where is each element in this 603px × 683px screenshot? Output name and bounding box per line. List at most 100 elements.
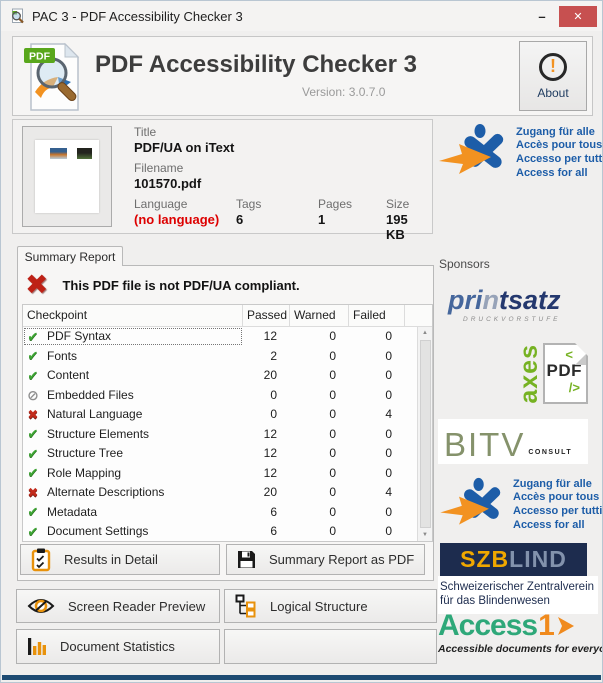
checkpoint-name-cell[interactable]: ⊘ Embedded Files <box>23 385 243 405</box>
screen-reader-preview-button[interactable]: Screen Reader Preview <box>16 589 220 623</box>
passed-count: 0 <box>270 387 277 402</box>
about-button[interactable]: ! About <box>519 41 587 111</box>
passed-count: 6 <box>270 504 277 519</box>
scroll-down-icon[interactable]: ▼ <box>422 532 428 538</box>
tags-label: Tags <box>236 197 262 211</box>
table-scrollbar[interactable]: ▲ ▼ <box>417 326 432 541</box>
passed-count: 6 <box>270 524 277 539</box>
thumbnail-image-2 <box>77 148 92 159</box>
zugang-fuer-alle-logo-bottom[interactable]: Zugang für alle Accès pour tous Accesso … <box>438 477 602 533</box>
results-in-detail-label: Results in Detail <box>64 552 158 567</box>
checkpoint-name: Natural Language <box>47 407 143 422</box>
check-icon: ✔ <box>27 445 39 461</box>
table-row[interactable]: ✔ PDF Syntax 12 0 0 <box>23 327 417 347</box>
checkpoint-name-cell[interactable]: ✔ Metadata <box>23 502 243 522</box>
checkpoint-name-cell[interactable]: ✔ Document Settings <box>23 522 243 542</box>
results-in-detail-button[interactable]: Results in Detail <box>20 544 220 575</box>
table-row[interactable]: ✔ Structure Tree 12 0 0 <box>23 444 417 464</box>
document-thumbnail <box>22 126 112 227</box>
zugang-text: Zugang für alle Accès pour tous Accesso … <box>513 477 603 531</box>
bar-chart-icon <box>28 638 46 655</box>
window-bottom-border <box>2 675 601 680</box>
save-icon <box>238 551 255 568</box>
table-row[interactable]: ✔ Fonts 2 0 0 <box>23 346 417 366</box>
checkpoint-name: Structure Tree <box>47 446 124 461</box>
language-value: (no language) <box>134 212 220 227</box>
column-header-checkpoint[interactable]: Checkpoint <box>23 305 243 326</box>
checkpoint-name-cell[interactable]: ✔ Structure Elements <box>23 424 243 444</box>
checkpoint-name-cell[interactable]: ✔ Content <box>23 366 243 386</box>
column-header-warned[interactable]: Warned <box>290 305 349 326</box>
passed-count: 12 <box>263 426 277 441</box>
checkpoint-name: Content <box>47 368 90 383</box>
document-statistics-label: Document Statistics <box>60 639 175 654</box>
sponsors-label: Sponsors <box>439 257 490 271</box>
warned-count: 0 <box>329 446 336 461</box>
failed-count: 0 <box>385 446 392 461</box>
szblind-caption: Schweizerischer Zentralverein für das Bl… <box>438 576 598 614</box>
szblind-logo[interactable]: SZB LIND <box>440 543 587 576</box>
header-panel: PDF PDF Accessibility Checker 3 Version:… <box>12 36 593 116</box>
pages-label: Pages <box>318 197 353 211</box>
warned-count: 0 <box>329 329 336 344</box>
checkpoint-name-cell[interactable]: ✔ Fonts <box>23 346 243 366</box>
not-compliant-cross-icon: ✖ <box>25 269 49 300</box>
language-label: Language <box>134 197 188 211</box>
failed-count: 0 <box>385 387 392 402</box>
empty-button[interactable] <box>224 629 437 664</box>
checkpoint-name-cell[interactable]: ✖ Natural Language <box>23 405 243 425</box>
table-row[interactable]: ✔ Structure Elements 12 0 0 <box>23 424 417 444</box>
table-row[interactable]: ✔ Content 20 0 0 <box>23 366 417 386</box>
printsatz-logo[interactable]: printsatz DRUCKVORSTUFE <box>448 285 561 323</box>
failed-count: 0 <box>385 329 392 344</box>
zugang-figure-icon <box>439 124 504 174</box>
access1-tagline: Accessible documents for everyone <box>438 643 603 655</box>
titlebar: PAC 3 - PDF Accessibility Checker 3 – ✕ <box>1 1 602 31</box>
logical-structure-button[interactable]: Logical Structure <box>224 589 437 623</box>
cross-icon: ✖ <box>27 484 39 500</box>
bitv-consult-logo[interactable]: BITV CONSULT <box>438 419 588 464</box>
table-row[interactable]: ✔ Document Settings 6 0 0 <box>23 522 417 542</box>
tab-summary-report[interactable]: Summary Report <box>17 246 123 266</box>
checkpoint-name: Role Mapping <box>47 465 122 480</box>
table-row[interactable]: ✖ Natural Language 0 0 4 <box>23 405 417 425</box>
checkpoint-name: Fonts <box>47 348 78 363</box>
access1-logo[interactable]: Access 1 Accessible documents for everyo… <box>438 611 603 656</box>
warned-count: 0 <box>329 524 336 539</box>
clipboard-icon <box>31 548 51 571</box>
table-row[interactable]: ⊘ Embedded Files 0 0 0 <box>23 385 417 405</box>
check-icon: ✔ <box>27 328 39 344</box>
checkpoint-name-cell[interactable]: ✔ Structure Tree <box>23 444 243 464</box>
table-row[interactable]: ✔ Role Mapping 12 0 0 <box>23 463 417 483</box>
checkpoint-table: Checkpoint Passed Warned Failed ✔ PDF Sy… <box>22 304 433 542</box>
checkpoint-name: Alternate Descriptions <box>47 485 165 500</box>
checkpoint-name: PDF Syntax <box>47 329 112 344</box>
failed-count: 0 <box>385 465 392 480</box>
scroll-up-icon[interactable]: ▲ <box>422 329 428 336</box>
column-header-failed[interactable]: Failed <box>349 305 405 326</box>
checkpoint-name-cell[interactable]: ✔ Role Mapping <box>23 463 243 483</box>
column-header-passed[interactable]: Passed <box>243 305 290 326</box>
failed-count: 0 <box>385 368 392 383</box>
passed-count: 12 <box>263 329 277 344</box>
checkpoint-name-cell[interactable]: ✔ PDF Syntax <box>23 327 243 347</box>
document-statistics-button[interactable]: Document Statistics <box>16 629 220 664</box>
axes-pdf-logo[interactable]: axes < PDF /> <box>515 343 588 404</box>
cross-icon: ✖ <box>27 406 39 422</box>
checkpoint-name: Metadata <box>47 504 98 519</box>
svg-text:PDF: PDF <box>29 51 51 63</box>
scrollbar-thumb[interactable] <box>419 339 431 528</box>
table-row[interactable]: ✖ Alternate Descriptions 20 0 4 <box>23 483 417 503</box>
size-value: 195 KB <box>386 212 408 242</box>
checkpoint-name-cell[interactable]: ✖ Alternate Descriptions <box>23 483 243 503</box>
close-button[interactable]: ✕ <box>559 5 597 27</box>
table-row[interactable]: ✔ Metadata 6 0 0 <box>23 502 417 522</box>
failed-count: 0 <box>385 348 392 363</box>
summary-report-as-pdf-button[interactable]: Summary Report as PDF <box>226 544 425 575</box>
minimize-button[interactable]: – <box>538 8 546 24</box>
checkpoint-rows: ✔ PDF Syntax 12 0 0 ✔ Fonts 2 0 0 ✔ Cont… <box>23 327 417 542</box>
passed-count: 2 <box>270 348 277 363</box>
failed-count: 4 <box>385 407 392 422</box>
zugang-fuer-alle-logo[interactable]: Zugang für alle Accès pour tous Accesso … <box>437 123 602 183</box>
